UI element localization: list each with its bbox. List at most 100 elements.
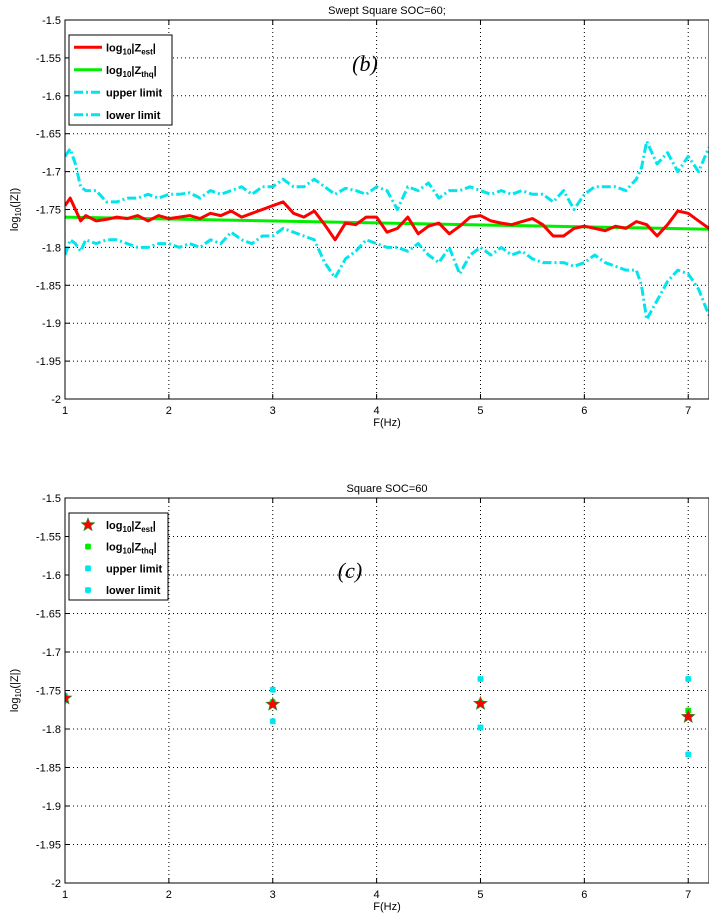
legend-text-base: log bbox=[106, 520, 123, 532]
x-tick-label: 7 bbox=[685, 405, 691, 417]
x-tick-label: 2 bbox=[166, 889, 172, 901]
legend-entry-2: log10|Zthq| bbox=[106, 65, 157, 79]
y-tick-label: -1.5 bbox=[42, 493, 61, 505]
legend-entry-4: lower limit bbox=[106, 110, 161, 122]
series-1-star-point bbox=[473, 695, 488, 710]
y-tick-label: -2 bbox=[51, 394, 61, 406]
series-1-star-point bbox=[265, 696, 281, 711]
y-axis-label-sub: 10 bbox=[14, 207, 23, 216]
series-1-star-point bbox=[680, 708, 696, 724]
x-tick-label: 3 bbox=[270, 405, 276, 417]
y-axis-label-log: log bbox=[9, 216, 21, 231]
legend-text: upper limit bbox=[106, 87, 163, 99]
data-layer bbox=[65, 139, 709, 321]
x-tick-label: 4 bbox=[374, 889, 380, 901]
x-tick-label: 5 bbox=[477, 405, 483, 417]
series-line-4 bbox=[65, 226, 709, 321]
x-tick-label: 6 bbox=[581, 405, 587, 417]
y-tick-label: -1.7 bbox=[42, 647, 61, 659]
legend-text-mid: |Z bbox=[131, 42, 141, 54]
y-axis-label: log10(|Z|) bbox=[9, 188, 23, 231]
legend-text-mid: |Z bbox=[131, 520, 141, 532]
y-axis-label-sub: 10 bbox=[14, 688, 23, 697]
legend-text-sub2: est bbox=[141, 47, 153, 56]
series-line-3 bbox=[65, 139, 709, 211]
legend-text: lower limit bbox=[106, 585, 161, 597]
legend-box bbox=[68, 34, 173, 126]
legend-text-base: log bbox=[106, 42, 123, 54]
data-layer bbox=[65, 675, 696, 758]
series-4-point bbox=[685, 751, 692, 758]
legend-text-sub: 10 bbox=[123, 70, 132, 79]
x-tick-label: 6 bbox=[581, 889, 587, 901]
legend-entry-4: lower limit bbox=[106, 585, 161, 597]
y-tick-label: -1.6 bbox=[42, 91, 61, 103]
series-1-star-point bbox=[65, 690, 73, 705]
x-tick-label: 2 bbox=[166, 405, 172, 417]
chart-title: Swept Square SOC=60; bbox=[328, 5, 446, 17]
x-tick-label: 7 bbox=[685, 889, 691, 901]
legend-text-base: log bbox=[106, 542, 123, 554]
panel-label: (c) bbox=[338, 558, 362, 583]
y-tick-label: -1.65 bbox=[36, 129, 61, 141]
x-axis-label: F(Hz) bbox=[373, 901, 401, 913]
y-tick-label: -1.75 bbox=[36, 686, 61, 698]
legend-entry-3: upper limit bbox=[106, 563, 163, 575]
y-tick-label: -1.5 bbox=[42, 15, 61, 27]
series-4-point bbox=[269, 718, 276, 725]
legend-text-end: | bbox=[154, 542, 157, 554]
y-axis-label: log10(|Z|) bbox=[9, 669, 23, 712]
legend-entry-2: log10|Zthq| bbox=[106, 542, 157, 556]
x-tick-label: 5 bbox=[477, 889, 483, 901]
chart-panel-1: 1 2 3 4 5 6 7 -1.5 -1.55 -1.6 -1.65 -1.7 -1.75 -1.8 -1… bbox=[9, 5, 709, 429]
legend-text-end: | bbox=[153, 42, 156, 54]
y-tick-label: -1.6 bbox=[42, 570, 61, 582]
legend-text-sub: 10 bbox=[123, 47, 132, 56]
y-tick-label: -1.9 bbox=[42, 801, 61, 813]
x-tick-label: 3 bbox=[270, 889, 276, 901]
y-tick-label: -1.8 bbox=[42, 724, 61, 736]
legend-text-sub: 10 bbox=[123, 547, 132, 556]
y-tick-label: -1.7 bbox=[42, 167, 61, 179]
y-tick-label: -1.55 bbox=[36, 53, 61, 65]
legend-swatch-red-star bbox=[80, 517, 96, 532]
x-tick-label: 1 bbox=[62, 889, 68, 901]
legend-swatch-green-x bbox=[84, 543, 92, 550]
legend-text-sub2: thq bbox=[141, 547, 154, 556]
panel-label: (b) bbox=[352, 51, 378, 76]
series-4-point bbox=[477, 724, 484, 731]
y-tick-label: -2 bbox=[51, 878, 61, 890]
x-axis-label: F(Hz) bbox=[373, 417, 401, 429]
y-tick-label: -1.55 bbox=[36, 532, 61, 544]
y-tick-label: -1.75 bbox=[36, 205, 61, 217]
legend-text-mid: |Z bbox=[131, 65, 141, 77]
series-3-point bbox=[477, 675, 484, 683]
y-tick-label: -1.95 bbox=[36, 356, 61, 368]
legend-entry-3: upper limit bbox=[106, 87, 163, 99]
y-tick-label: -1.8 bbox=[42, 242, 61, 254]
series-3-point bbox=[685, 675, 692, 683]
legend-text: lower limit bbox=[106, 110, 161, 122]
legend-entry-1: log10|Zest| bbox=[106, 42, 156, 56]
x-tick-label: 4 bbox=[374, 405, 380, 417]
y-tick-label: -1.85 bbox=[36, 763, 61, 775]
chart-title: Square SOC=60 bbox=[346, 483, 427, 495]
y-tick-label: -1.85 bbox=[36, 280, 61, 292]
legend-swatch-cyan-x bbox=[84, 565, 92, 572]
legend-text-sub: 10 bbox=[123, 525, 132, 534]
legend-text-sub2: thq bbox=[141, 70, 154, 79]
chart-panel-2: 1 2 3 4 5 6 7 -1.5 -1.55 -1.6 -1.65 -1.7 -1.75 -1.8 -1… bbox=[9, 483, 709, 913]
y-axis-label-log: log bbox=[9, 697, 21, 712]
legend-text: upper limit bbox=[106, 563, 163, 575]
y-tick-label: -1.65 bbox=[36, 609, 61, 621]
legend-text-sub2: est bbox=[141, 525, 153, 534]
series-3-point bbox=[269, 686, 276, 693]
y-tick-label: -1.9 bbox=[42, 318, 61, 330]
y-axis-label-rest: (|Z|) bbox=[9, 669, 21, 689]
y-axis-label-rest: (|Z|) bbox=[9, 188, 21, 208]
y-tick-label: -1.95 bbox=[36, 840, 61, 852]
x-tick-label: 1 bbox=[62, 405, 68, 417]
legend-text-end: | bbox=[153, 520, 156, 532]
legend-text-mid: |Z bbox=[131, 542, 141, 554]
